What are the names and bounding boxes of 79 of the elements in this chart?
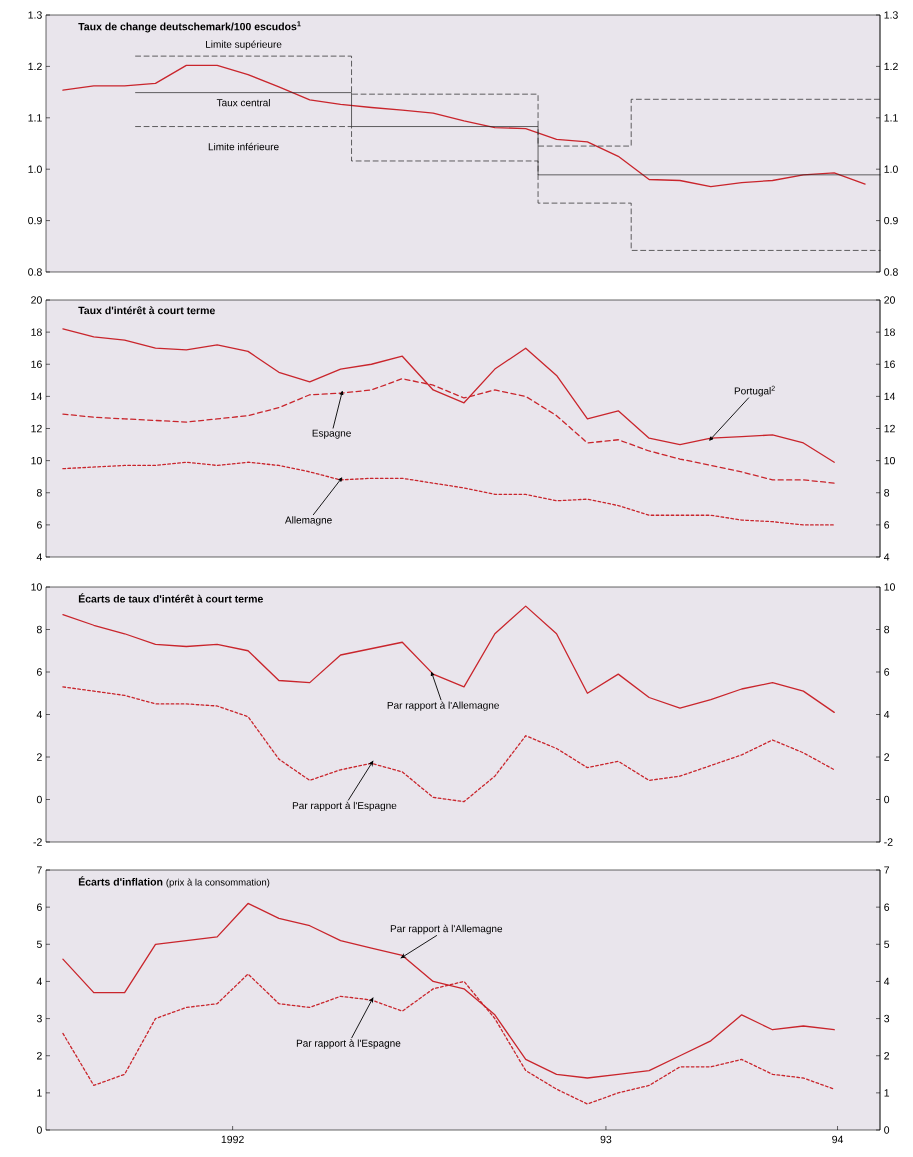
y2-tick-label: 1	[884, 1089, 890, 1097]
y2-tick-label: 0.9	[884, 216, 898, 225]
y2-tick-label: 0	[884, 1126, 890, 1134]
y2-tick-label: 1.2	[884, 62, 898, 71]
y-tick-label: 6	[36, 903, 42, 911]
x-tick-label: 94	[832, 1135, 844, 1144]
y-tick-label: 1.3	[28, 11, 42, 19]
y-tick-label: 14	[31, 392, 42, 400]
y2-tick-label: 0	[884, 795, 890, 804]
text: (prix à la consommation)	[166, 878, 270, 888]
y-tick-label: 1.1	[28, 114, 42, 122]
y-tick-label: 16	[31, 360, 42, 368]
y2-tick-label: 7	[884, 866, 890, 874]
series-label: Par rapport à l'Allemagne	[390, 924, 503, 935]
line-series	[62, 64, 866, 188]
y2-tick-label: 20	[884, 296, 895, 304]
text: Par rapport à l'Espagne	[296, 1039, 401, 1049]
y-tick-label: 0.9	[28, 216, 42, 225]
y-tick-label: 4	[36, 977, 42, 986]
y2-tick-label: 5	[884, 940, 890, 948]
y2-tick-label: 6	[884, 668, 890, 676]
y2-tick-label: 0.8	[884, 268, 898, 276]
y-tick-label: 6	[36, 668, 42, 676]
y-tick-label: 20	[31, 296, 42, 304]
y2-tick-label: 3	[884, 1014, 890, 1023]
y-tick-label: 6	[36, 521, 42, 529]
text: Espagne	[312, 429, 351, 439]
x-tick-label: 93	[600, 1135, 612, 1144]
y2-tick-label: 6	[884, 903, 890, 911]
y2-tick-label: 8	[884, 625, 890, 634]
text: Par rapport à l'Espagne	[292, 801, 397, 812]
y2-tick-label: 1.1	[884, 114, 898, 122]
y-tick-label: 4	[36, 553, 42, 561]
y-tick-label: 3	[36, 1014, 42, 1023]
y-tick-label: 8	[36, 625, 42, 634]
chart-title: Taux d'intérêt à court terme	[78, 306, 215, 315]
y2-tick-label: 10	[884, 456, 895, 465]
y2-tick-label: 14	[884, 392, 896, 400]
y2-tick-label: 12	[884, 424, 895, 433]
series-label: Limite inférieure	[208, 142, 279, 151]
y-tick-label: 2	[36, 1052, 42, 1060]
series-label: Taux central	[216, 98, 270, 107]
y-tick-label: 1	[37, 1089, 42, 1097]
y2-tick-label: 4	[883, 977, 890, 986]
y-tick-label: 12	[31, 424, 42, 433]
y2-tick-label: 4	[883, 710, 890, 719]
y-tick-label: 5	[36, 940, 42, 948]
y2-tick-label: 16	[884, 360, 895, 368]
y-tick-label: 0	[36, 795, 42, 804]
y2-tick-label: 1.3	[884, 11, 898, 19]
series-label: Limite supérieure	[206, 40, 282, 50]
y-tick-label: 0	[36, 1126, 42, 1134]
y-tick-label: 0.8	[28, 268, 42, 276]
y-tick-label: 7	[36, 866, 42, 874]
y-tick-label: 10	[31, 583, 42, 591]
y-tick-label: 10	[31, 456, 42, 465]
text: Taux de change deutschemark/100 escudos$^{1}$	[78, 21, 301, 33]
y2-tick-label: -2	[884, 838, 893, 846]
text: Par rapport à l'Allemagne	[387, 701, 499, 711]
y2-tick-label: 10	[884, 583, 895, 591]
y2-tick-label: 2	[884, 753, 890, 761]
y-tick-label: 1.2	[28, 62, 42, 71]
text: Écarts d'inflation	[78, 876, 163, 886]
y-tick-label: 18	[31, 328, 42, 336]
x-tick-label: 1992	[221, 1135, 244, 1144]
text: Allemagne	[284, 516, 332, 526]
y-tick-label: 4	[36, 710, 42, 719]
text: Écarts de taux d'intérêt à court terme	[78, 593, 263, 603]
y2-tick-label: 6	[884, 521, 890, 529]
text: Portugal$^{2}$	[734, 385, 775, 397]
y2-tick-label: 18	[884, 328, 895, 336]
y-tick-label: 1.0	[28, 165, 42, 173]
y-tick-label: 8	[36, 489, 42, 497]
y2-tick-label: 2	[884, 1052, 890, 1060]
y2-tick-label: 1.0	[884, 165, 898, 173]
y-tick-label: -2	[33, 838, 42, 846]
y2-tick-label: 8	[884, 489, 890, 497]
y-tick-label: 2	[36, 753, 42, 761]
y2-tick-label: 4	[883, 553, 890, 561]
